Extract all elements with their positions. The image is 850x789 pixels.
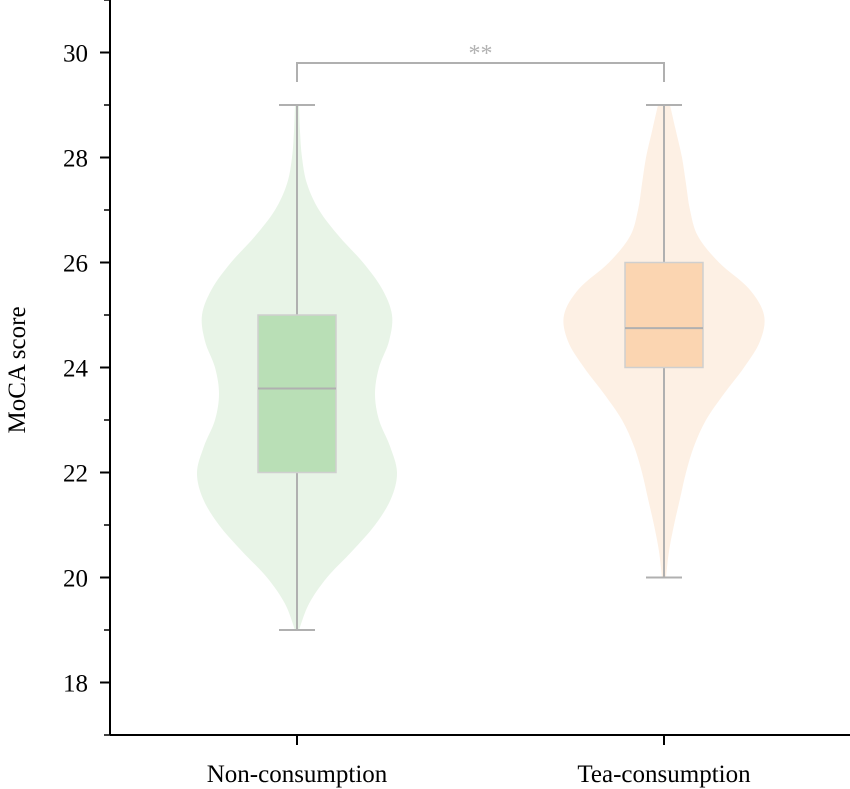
boxes-layer <box>257 104 704 631</box>
box-tea-consumption <box>624 261 704 369</box>
y-axis-label: MoCA score <box>4 306 31 433</box>
y-tick-label: 18 <box>63 671 88 698</box>
significance-bracket <box>296 62 665 82</box>
axes-layer: 18 20 22 24 26 28 30 Non-consumption Tea-consump… <box>63 0 850 788</box>
x-tick-label: Non-consumption <box>207 761 388 788</box>
y-tick-label: 28 <box>63 146 88 173</box>
box-non-consumption <box>257 314 337 474</box>
y-tick-label: 22 <box>63 461 88 488</box>
x-tick-label: Tea-consumption <box>577 761 751 788</box>
y-tick-label: 20 <box>63 566 88 593</box>
y-tick-label: 24 <box>63 356 89 383</box>
y-tick-label: 26 <box>63 251 88 278</box>
significance-label: ** <box>469 41 493 67</box>
y-tick-label: 30 <box>63 41 88 68</box>
significance-layer: ** <box>296 41 665 82</box>
